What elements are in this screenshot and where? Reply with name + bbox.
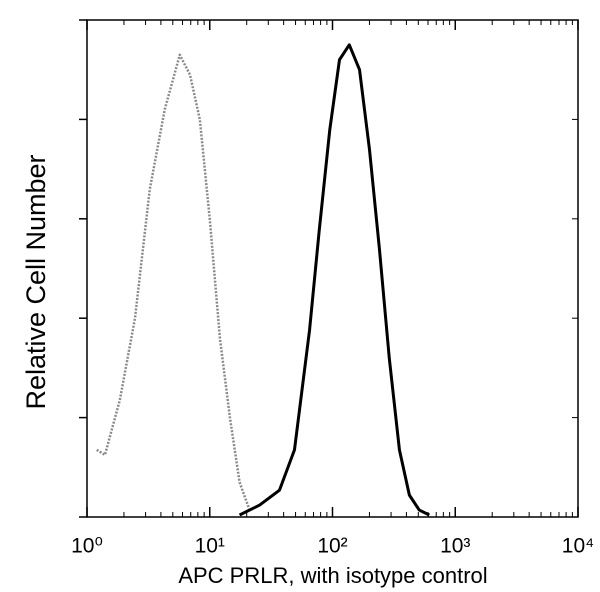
y-axis-label: Relative Cell Number xyxy=(21,154,51,409)
x-tick-label: 10² xyxy=(317,535,347,558)
plot-frame xyxy=(86,19,579,518)
x-tick-label: 10³ xyxy=(440,535,470,558)
histogram-line xyxy=(96,53,251,511)
x-tick-label: 10⁰ xyxy=(71,535,103,558)
histogram-line xyxy=(238,43,430,517)
x-axis-label: APC PRLR, with isotype control xyxy=(178,563,487,588)
x-tick-label: 10⁴ xyxy=(562,535,594,558)
x-tick-label: 10¹ xyxy=(195,535,225,558)
